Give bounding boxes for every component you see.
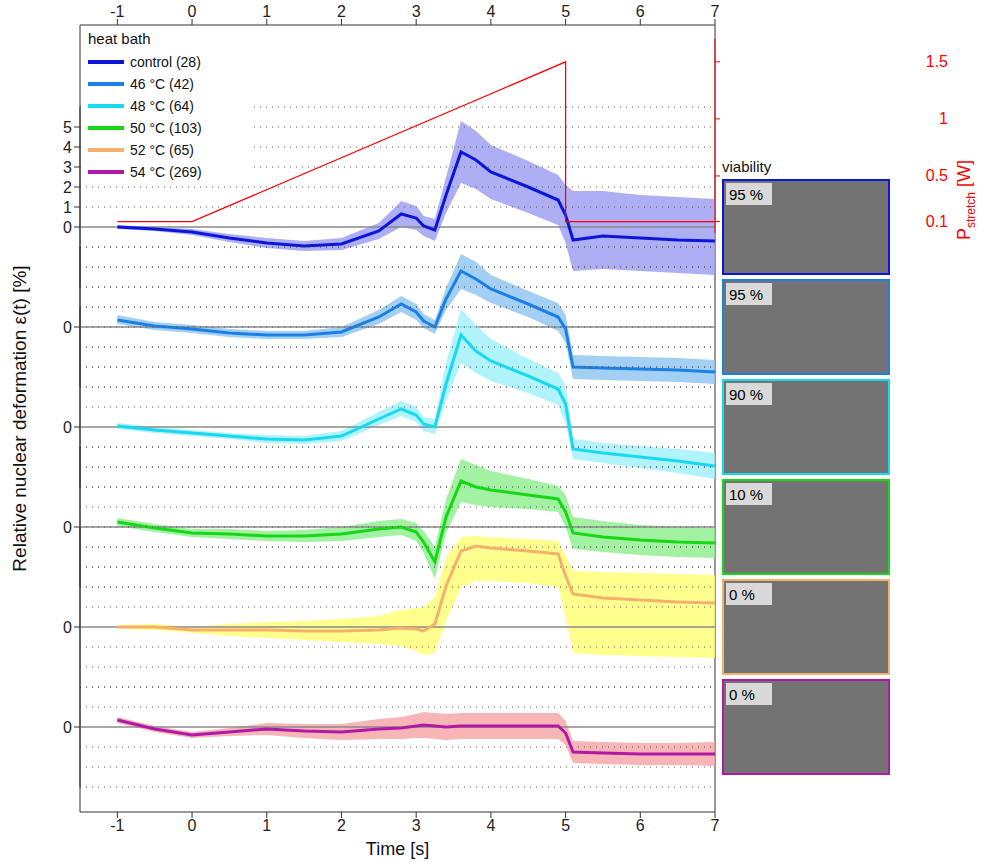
svg-text:heat bath: heat bath xyxy=(88,30,151,47)
svg-text:control (28): control (28) xyxy=(130,54,201,70)
svg-text:54 °C (269): 54 °C (269) xyxy=(130,164,202,180)
svg-text:4: 4 xyxy=(486,817,495,834)
svg-text:48 °C (64): 48 °C (64) xyxy=(130,98,194,114)
svg-text:95 %: 95 % xyxy=(729,286,763,303)
svg-text:5: 5 xyxy=(63,119,72,136)
svg-text:4: 4 xyxy=(63,139,72,156)
svg-text:1: 1 xyxy=(63,199,72,216)
svg-text:3: 3 xyxy=(63,159,72,176)
svg-text:90 %: 90 % xyxy=(729,386,763,403)
svg-text:0.5: 0.5 xyxy=(926,167,948,184)
svg-text:0 %: 0 % xyxy=(729,686,755,703)
svg-text:95 %: 95 % xyxy=(729,186,763,203)
svg-text:Time [s]: Time [s] xyxy=(366,839,429,859)
svg-text:1: 1 xyxy=(262,3,271,20)
svg-text:0: 0 xyxy=(63,319,72,336)
svg-text:6: 6 xyxy=(636,3,645,20)
svg-text:0 %: 0 % xyxy=(729,586,755,603)
svg-text:0: 0 xyxy=(63,519,72,536)
svg-text:0: 0 xyxy=(188,817,197,834)
svg-text:Relative nuclear deformation: Relative nuclear deformation ε(t) [%] xyxy=(9,265,30,571)
svg-text:46 °C (42): 46 °C (42) xyxy=(130,76,194,92)
svg-text:10 %: 10 % xyxy=(729,486,763,503)
svg-text:7: 7 xyxy=(711,817,720,834)
svg-text:0: 0 xyxy=(63,419,72,436)
svg-text:Pstretch [W]: Pstretch [W] xyxy=(954,160,978,240)
svg-text:1.5: 1.5 xyxy=(926,53,948,70)
svg-text:1: 1 xyxy=(262,817,271,834)
svg-text:0: 0 xyxy=(63,719,72,736)
svg-text:5: 5 xyxy=(561,817,570,834)
svg-text:5: 5 xyxy=(561,3,570,20)
svg-text:0.1: 0.1 xyxy=(926,213,948,230)
svg-text:52 °C (65): 52 °C (65) xyxy=(130,142,194,158)
svg-text:0: 0 xyxy=(188,3,197,20)
svg-text:-1: -1 xyxy=(110,817,124,834)
svg-text:0: 0 xyxy=(63,219,72,236)
svg-text:2: 2 xyxy=(337,3,346,20)
svg-text:viability: viability xyxy=(722,158,772,175)
svg-text:2: 2 xyxy=(63,179,72,196)
svg-text:7: 7 xyxy=(711,3,720,20)
svg-text:3: 3 xyxy=(412,3,421,20)
svg-text:1: 1 xyxy=(939,110,948,127)
svg-text:3: 3 xyxy=(412,817,421,834)
svg-text:0: 0 xyxy=(63,619,72,636)
svg-text:-1: -1 xyxy=(110,3,124,20)
svg-text:2: 2 xyxy=(337,817,346,834)
svg-text:4: 4 xyxy=(486,3,495,20)
svg-text:50 °C (103): 50 °C (103) xyxy=(130,120,202,136)
svg-text:6: 6 xyxy=(636,817,645,834)
